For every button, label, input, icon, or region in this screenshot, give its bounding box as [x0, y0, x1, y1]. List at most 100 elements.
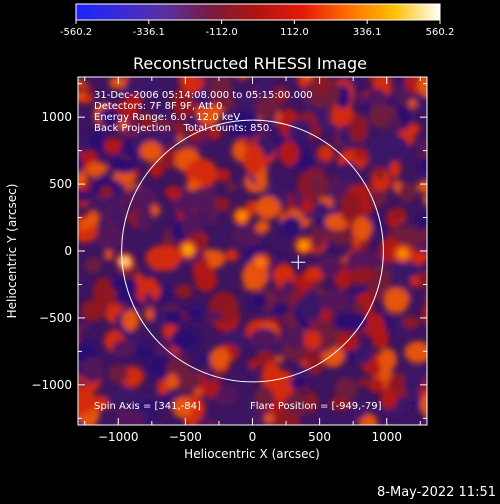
info-line-time: 31-Dec-2006 05:14:08.000 to 05:15:00.000 [94, 90, 313, 101]
image-blob [110, 207, 122, 222]
image-blob [418, 271, 427, 289]
image-blob [254, 196, 281, 220]
bright-source-core [298, 240, 309, 251]
image-blob [149, 269, 158, 279]
x-tick-label: −500 [169, 430, 202, 444]
image-blob [209, 346, 230, 371]
image-blob [398, 225, 421, 247]
image-blob [203, 162, 214, 170]
colorbar-tick-label: 112.0 [280, 27, 309, 38]
image-blob [186, 179, 201, 191]
image-blob [152, 422, 164, 425]
image-blob [95, 225, 126, 251]
image-blob [152, 306, 168, 327]
image-blob [408, 98, 418, 109]
image-blob [375, 166, 384, 181]
image-blob [271, 302, 290, 316]
image-blob [351, 399, 367, 420]
image-blob [417, 227, 427, 251]
image-blob [192, 260, 211, 280]
y-axis-label: Heliocentric Y (arcsec) [5, 184, 19, 319]
image-blob [201, 185, 217, 204]
image-blob [422, 194, 427, 206]
image-blob [226, 182, 238, 192]
image-blob [371, 365, 382, 377]
image-blob [149, 391, 160, 404]
image-blob [132, 344, 155, 361]
image-blob [404, 341, 427, 364]
image-blob [426, 294, 427, 299]
image-blob [195, 352, 214, 367]
image-blob [321, 288, 351, 313]
image-blob [299, 290, 324, 322]
image-blob [171, 326, 200, 352]
bright-source-core [397, 248, 408, 259]
image-blob [421, 238, 427, 255]
image-blob [204, 311, 223, 322]
flare-position-label: Flare Position = [-949,-79] [250, 401, 382, 412]
image-blob [417, 159, 427, 173]
image-blob [310, 226, 325, 250]
image-blob [323, 123, 339, 133]
image-blob [165, 373, 179, 390]
image-blob [135, 205, 154, 232]
colorbar [75, 3, 441, 21]
image-blob [79, 219, 89, 232]
image-blob [78, 327, 81, 341]
image-blob [193, 88, 215, 108]
image-blob [286, 323, 306, 350]
image-blob [279, 140, 299, 167]
image-blob [348, 114, 368, 143]
info-line-detectors: Detectors: 7F 8F 9F, Att 0 [94, 101, 222, 112]
bright-source-core [255, 258, 266, 269]
image-blob [207, 126, 222, 140]
image-blob [317, 144, 335, 163]
image-blob [384, 135, 410, 161]
image-blob [357, 377, 371, 387]
image-blob [78, 133, 94, 155]
bright-source-core [183, 244, 194, 255]
image-blob [410, 250, 427, 265]
y-tick-label: 0 [64, 244, 72, 258]
x-tick-label: −1000 [98, 430, 139, 444]
colorbar-tick-label: 336.1 [353, 27, 382, 38]
reconstructed-image [78, 77, 441, 425]
image-blob [78, 386, 97, 415]
y-tick-label: 1000 [41, 110, 72, 124]
image-blob [156, 109, 169, 119]
image-blob [78, 321, 91, 332]
image-blob [104, 249, 113, 261]
image-blob [402, 315, 421, 329]
image-blob [98, 107, 119, 127]
image-blob [110, 276, 125, 291]
solar-limb-circle [121, 119, 384, 383]
image-blob [417, 77, 427, 97]
image-blob [86, 209, 100, 228]
image-blob [303, 330, 322, 350]
image-blob [301, 163, 309, 173]
image-blob [389, 161, 401, 177]
image-blob [336, 162, 361, 184]
image-blob [339, 192, 362, 224]
image-blob [300, 198, 315, 216]
image-blob [274, 355, 284, 363]
image-blob [175, 191, 196, 216]
image-blob [429, 199, 441, 211]
image-blob [80, 299, 106, 322]
image-blob [78, 340, 99, 363]
image-blob [378, 348, 398, 371]
image-blob [380, 387, 398, 410]
image-blob [78, 197, 81, 210]
image-blob [171, 87, 199, 119]
image-blob [399, 181, 417, 203]
image-blob [78, 83, 84, 95]
image-blob [280, 216, 302, 237]
image-blob [165, 185, 182, 200]
x-tick-label: 1000 [371, 430, 402, 444]
colorbar-tick-label: -560.2 [60, 27, 92, 38]
image-blob [171, 396, 193, 419]
image-blob [289, 377, 308, 390]
image-blob [211, 385, 239, 406]
